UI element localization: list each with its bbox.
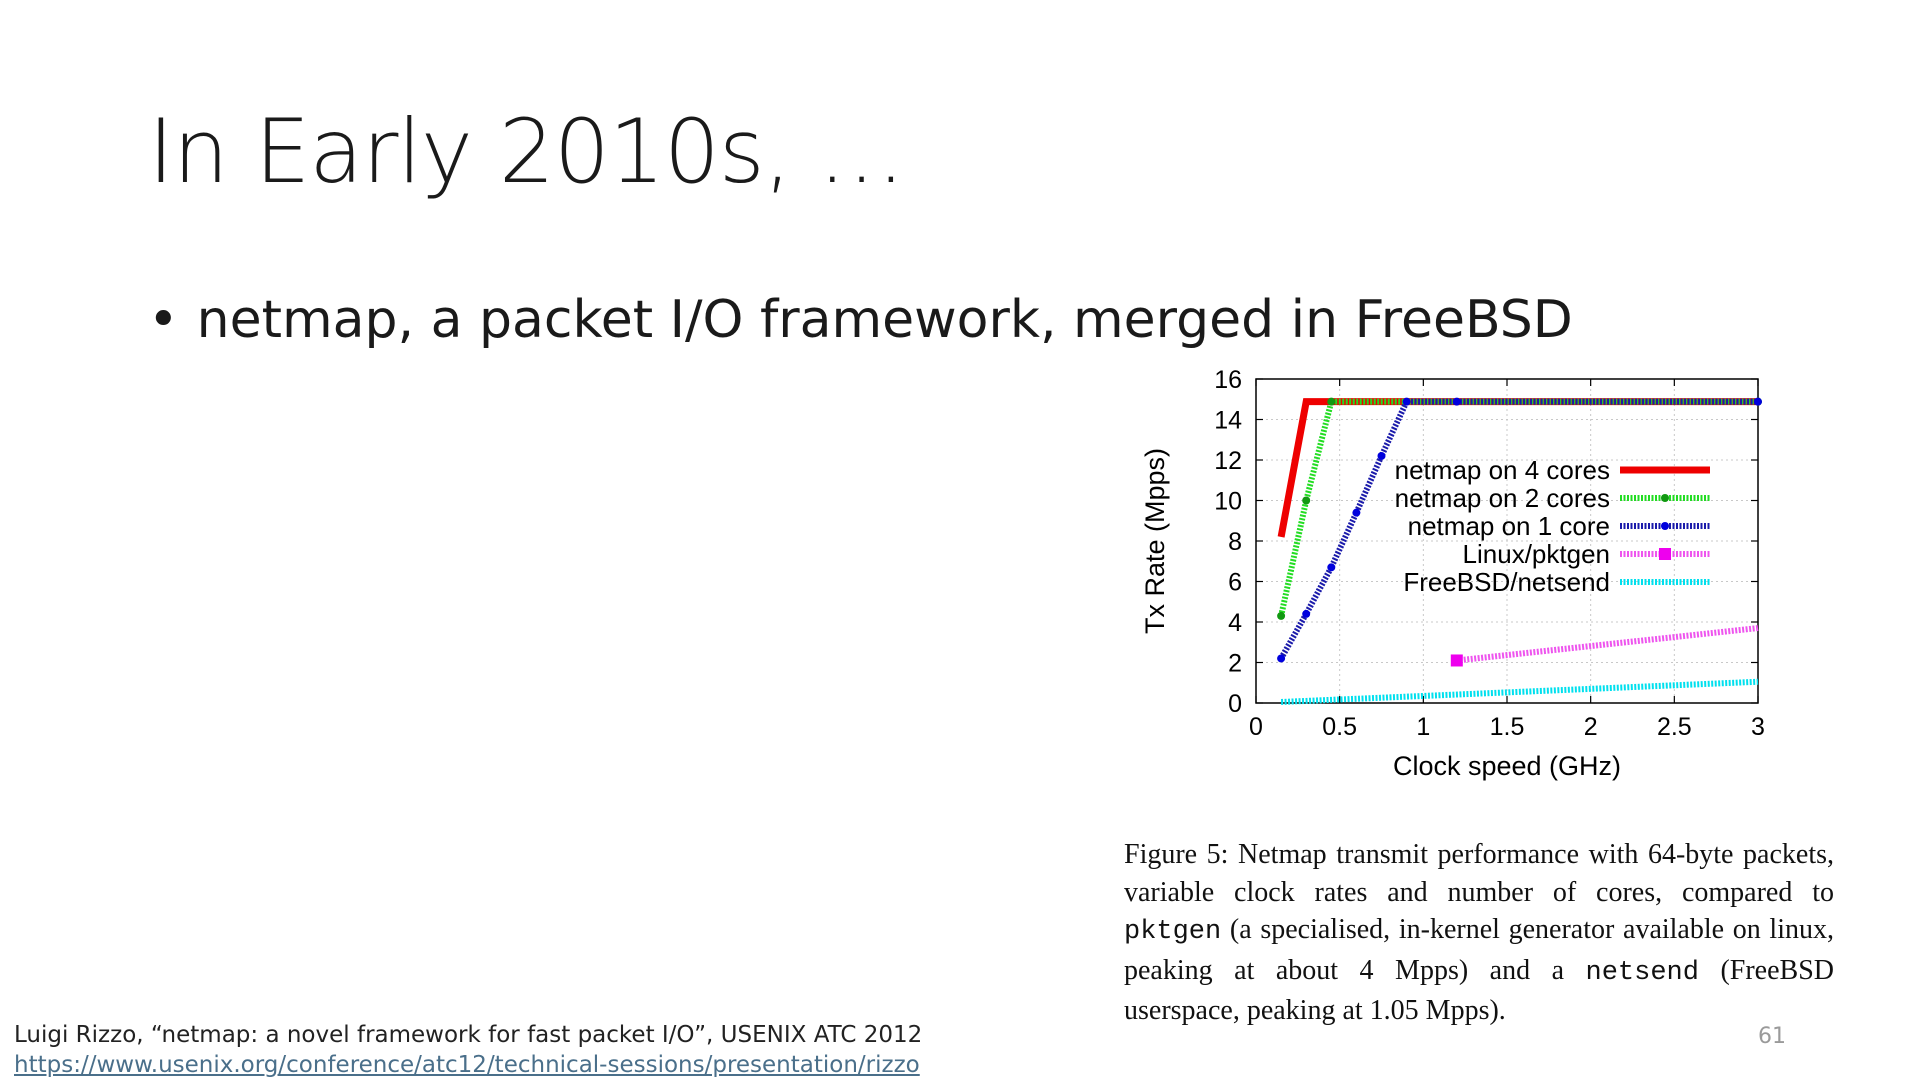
series-marker (1452, 397, 1461, 406)
plot-frame (1255, 378, 1759, 704)
legend-marker (1661, 494, 1669, 502)
legend-marker (1661, 522, 1669, 530)
caption-text-3: (FreeBSD userspace, peaking at 1.05 Mpps… (1124, 954, 1834, 1027)
slide-title: In Early 2010s, … (148, 100, 906, 203)
chart-svg: 0 0.5 1 1.5 2 2.5 3 0 2 4 6 8 10 12 14 16 Clock speed (G… (1140, 366, 1765, 781)
legend-label: Linux/pktgen (1463, 539, 1610, 569)
citation-link[interactable]: https://www.usenix.org/conference/atc12/… (14, 1052, 920, 1078)
x-tick-label: 0 (1249, 713, 1263, 741)
y-tick-label: 8 (1228, 528, 1242, 556)
y-tick-label: 14 (1214, 407, 1242, 435)
legend-label: FreeBSD/netsend (1403, 567, 1610, 597)
x-tick-label: 2 (1584, 713, 1598, 741)
legend-label: netmap on 4 cores (1395, 455, 1610, 485)
caption-text-2: (a specialised, in-kernel generator avai… (1124, 914, 1834, 986)
caption-code-netsend: netsend (1585, 957, 1699, 988)
y-tick-label: 10 (1214, 488, 1242, 516)
caption-text-1: Figure 5: Netmap transmit performance wi… (1124, 839, 1834, 908)
series-marker (1302, 609, 1311, 618)
citation-text: Luigi Rizzo, “netmap: a novel framework … (14, 1022, 923, 1048)
legend-marker (1659, 548, 1671, 560)
bullet-marker: • (148, 290, 179, 350)
series-line (1278, 398, 1758, 617)
y-tick-label: 16 (1214, 366, 1242, 394)
figure-caption: Figure 5: Netmap transmit performance wi… (1124, 836, 1834, 1030)
y-tick-label: 2 (1228, 650, 1242, 678)
series-marker (1754, 397, 1762, 406)
series-line (1278, 398, 1758, 660)
tx-rate-chart: 0 0.5 1 1.5 2 2.5 3 0 2 4 6 8 10 12 14 16 Clock speed (G… (1120, 355, 1820, 805)
citation: Luigi Rizzo, “netmap: a novel framework … (14, 1020, 922, 1080)
series-marker (1302, 496, 1311, 505)
x-tick-label: 1 (1416, 713, 1430, 741)
y-tick-label: 12 (1214, 447, 1242, 475)
series-line (1456, 625, 1759, 664)
series-marker (1277, 611, 1286, 620)
x-tick-label: 3 (1751, 713, 1765, 741)
legend-label: netmap on 1 core (1408, 511, 1610, 541)
y-tick-label: 0 (1228, 690, 1242, 718)
x-axis-label: Clock speed (GHz) (1393, 751, 1621, 781)
series-line (1280, 678, 1759, 705)
y-tick-label: 6 (1228, 569, 1242, 597)
y-tick-label: 4 (1228, 609, 1242, 637)
legend-label: netmap on 2 cores (1395, 483, 1610, 513)
series-marker (1402, 397, 1411, 406)
x-tick-label: 0.5 (1322, 713, 1357, 741)
series-marker (1327, 563, 1336, 572)
page-number: 61 (1758, 1024, 1786, 1049)
series-marker (1327, 397, 1336, 406)
bullet-item: • netmap, a packet I/O framework, merged… (148, 290, 1573, 350)
caption-code-pktgen: pktgen (1124, 917, 1222, 947)
y-axis-label: Tx Rate (Mpps) (1140, 448, 1170, 634)
series-marker (1377, 451, 1386, 460)
series-marker (1277, 654, 1286, 663)
series-marker (1450, 654, 1463, 667)
series-marker (1352, 508, 1361, 517)
bullet-text: netmap, a packet I/O framework, merged i… (196, 290, 1573, 350)
x-tick-label: 2.5 (1657, 713, 1692, 741)
x-tick-label: 1.5 (1490, 713, 1525, 741)
